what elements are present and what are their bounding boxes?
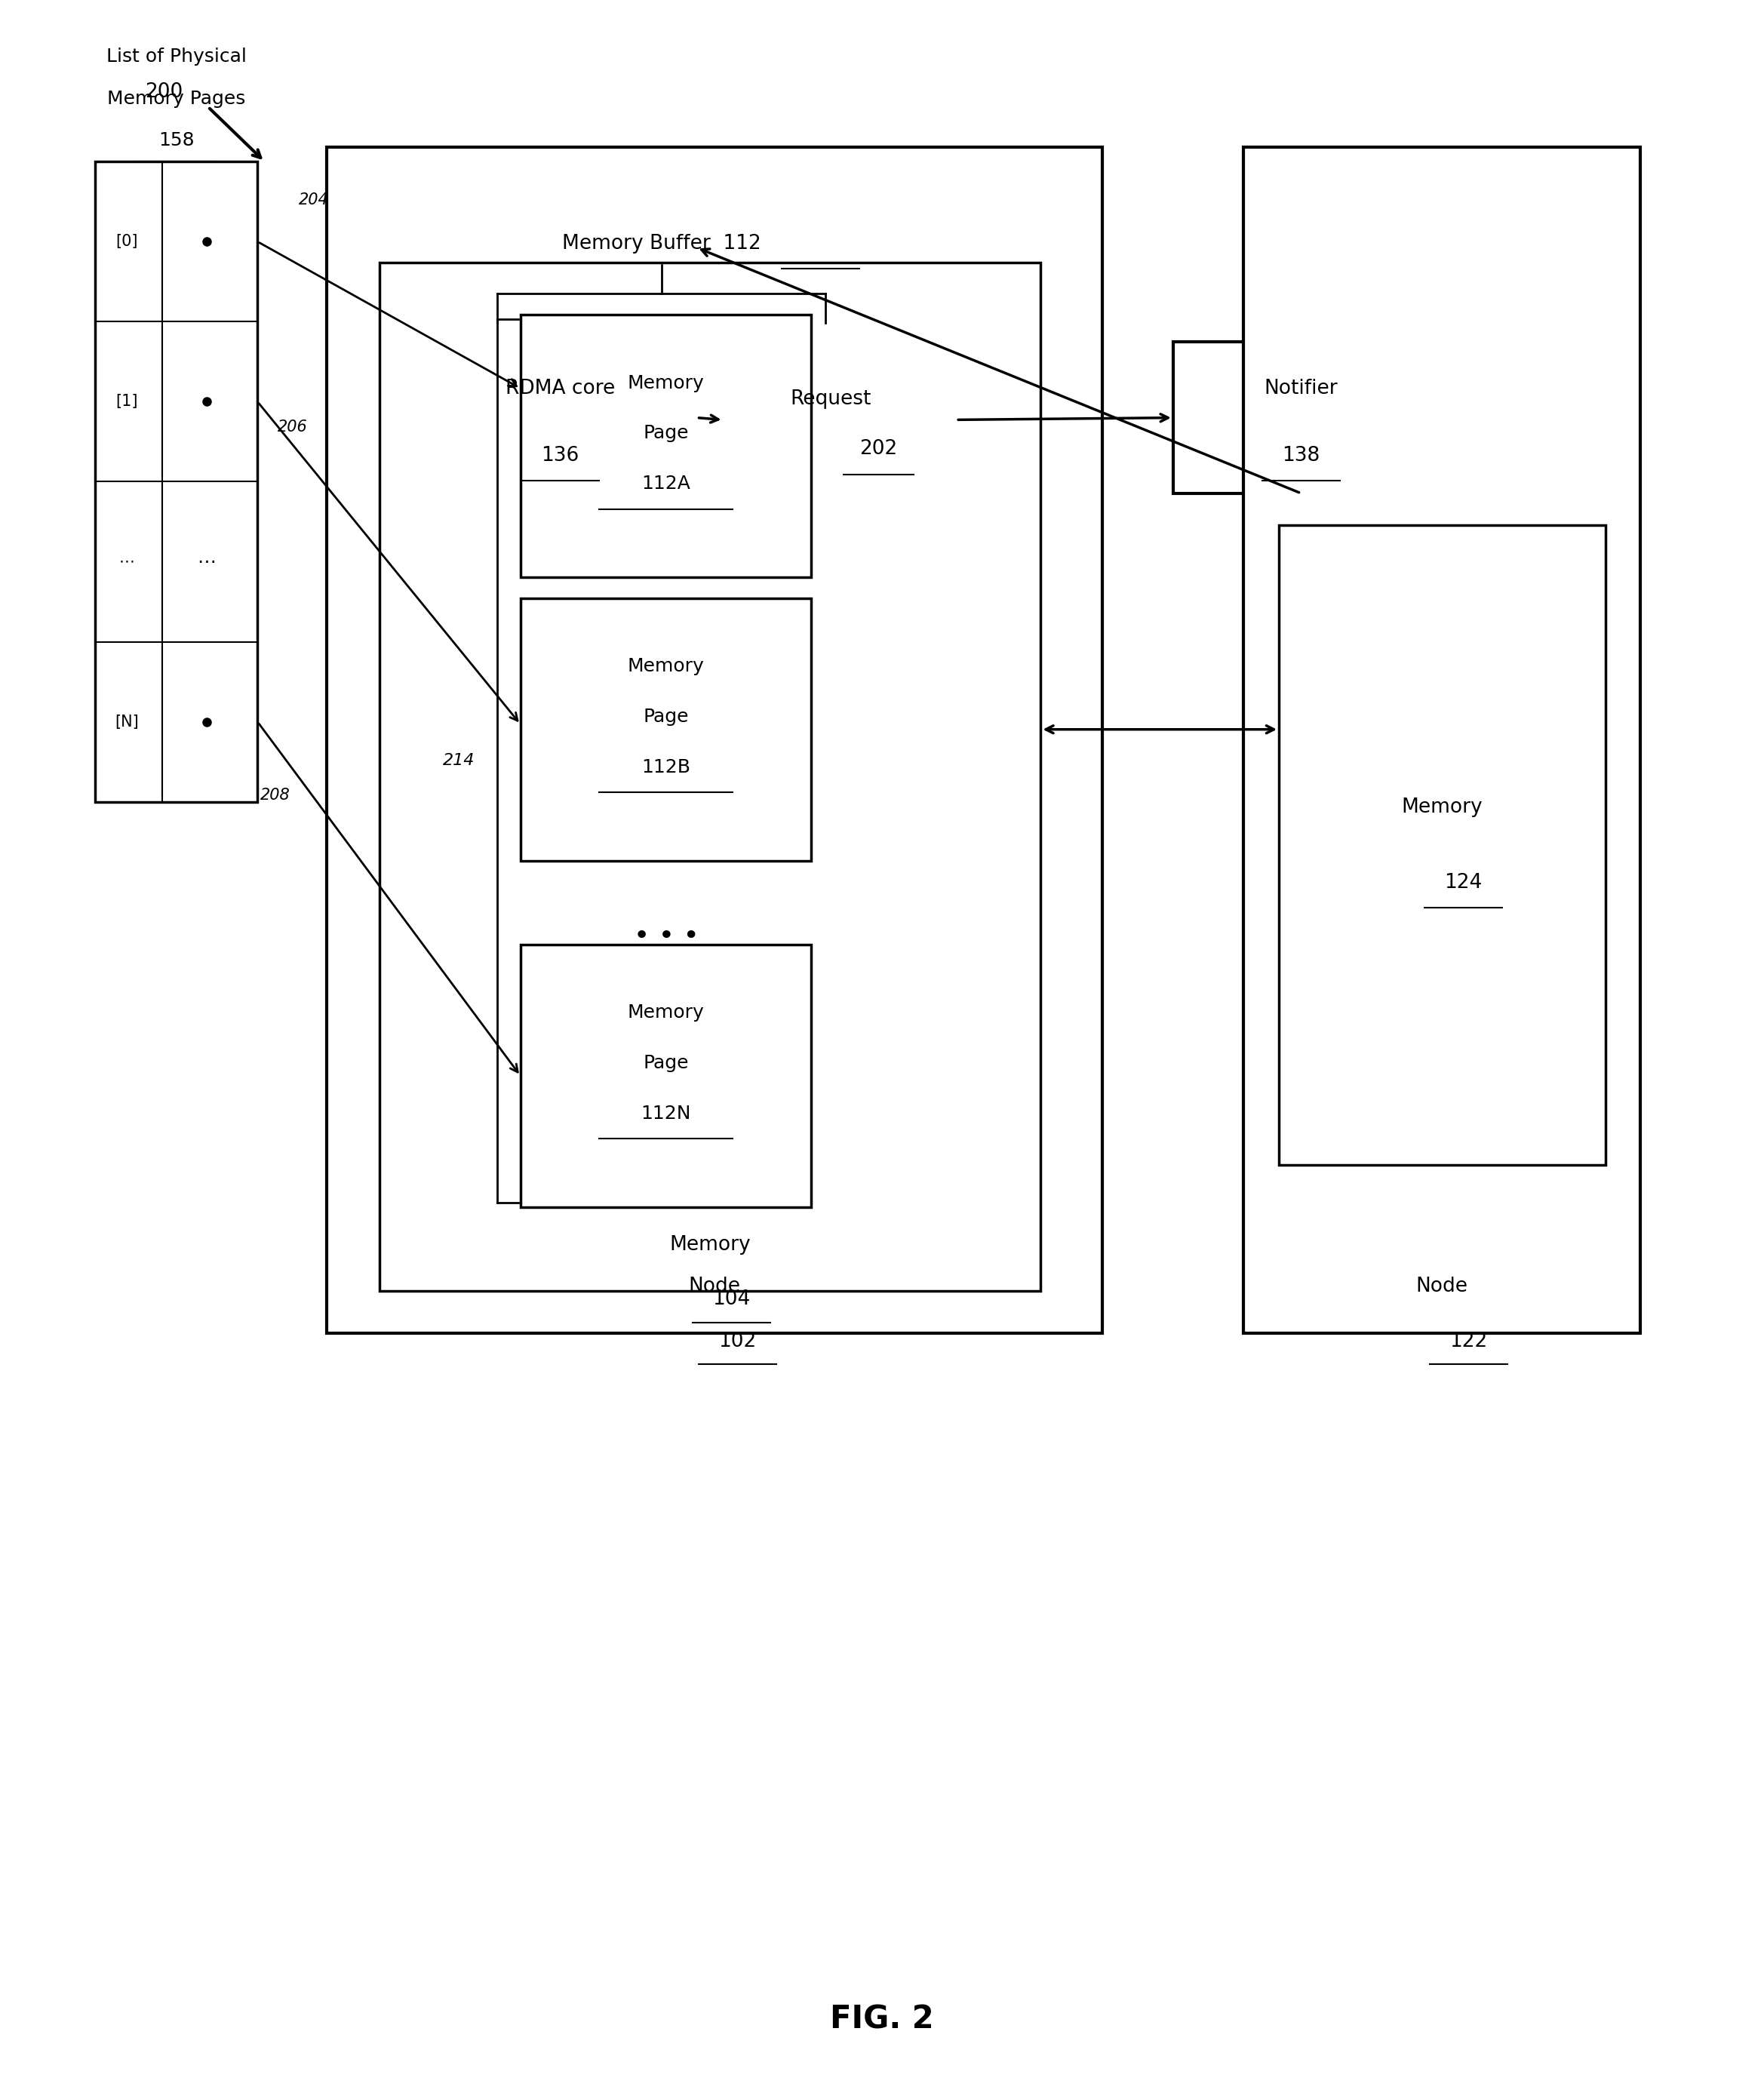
Bar (423, 342, 697, 493)
Text: Memory Buffer  112: Memory Buffer 112 (563, 233, 760, 254)
Text: [1]: [1] (116, 395, 138, 409)
Text: 112A: 112A (642, 474, 690, 493)
Text: Memory: Memory (669, 1234, 751, 1255)
Text: ⋯: ⋯ (120, 554, 134, 569)
Text: 202: 202 (859, 439, 898, 460)
Bar (520, 315, 811, 577)
Text: List of Physical: List of Physical (106, 48, 247, 65)
Text: 112N: 112N (640, 1104, 691, 1123)
Text: Node: Node (688, 1276, 741, 1297)
Text: 138: 138 (1282, 445, 1319, 466)
Bar (326, 147, 1102, 1333)
Text: 214: 214 (443, 754, 475, 768)
Bar (1244, 147, 1641, 1333)
Text: [N]: [N] (115, 714, 139, 728)
Bar (1173, 342, 1429, 493)
Text: 112B: 112B (642, 758, 690, 777)
Text: Memory: Memory (628, 374, 704, 393)
Text: 158: 158 (159, 132, 194, 149)
Text: [0]: [0] (116, 235, 138, 250)
Text: Notifier: Notifier (1265, 378, 1337, 399)
Text: Memory: Memory (628, 1003, 704, 1022)
Text: • • •: • • • (633, 924, 700, 949)
Text: 200: 200 (145, 82, 183, 103)
Text: 206: 206 (277, 420, 309, 434)
Bar (520, 945, 811, 1207)
Text: 136: 136 (542, 445, 579, 466)
Text: 104: 104 (713, 1289, 750, 1310)
Text: Memory: Memory (1401, 798, 1484, 817)
Text: ⋯: ⋯ (198, 552, 215, 571)
Text: RDMA core: RDMA core (505, 378, 616, 399)
Text: Node: Node (1416, 1276, 1468, 1297)
Text: 124: 124 (1445, 873, 1482, 892)
Text: 102: 102 (718, 1331, 757, 1352)
Bar (1279, 525, 1605, 1165)
Text: 208: 208 (259, 787, 291, 802)
Text: Memory Pages: Memory Pages (108, 90, 245, 107)
Text: Memory: Memory (628, 657, 704, 676)
Text: 204: 204 (298, 193, 330, 208)
Bar (379, 262, 1041, 1291)
Text: 122: 122 (1450, 1331, 1487, 1352)
Text: Request: Request (790, 388, 871, 409)
Text: Page: Page (644, 707, 688, 726)
Text: Page: Page (644, 1054, 688, 1073)
Bar (520, 598, 811, 861)
Ellipse shape (723, 359, 956, 481)
Text: FIG. 2: FIG. 2 (831, 2002, 933, 2036)
Bar (95, 162, 258, 802)
Text: Page: Page (644, 424, 688, 443)
